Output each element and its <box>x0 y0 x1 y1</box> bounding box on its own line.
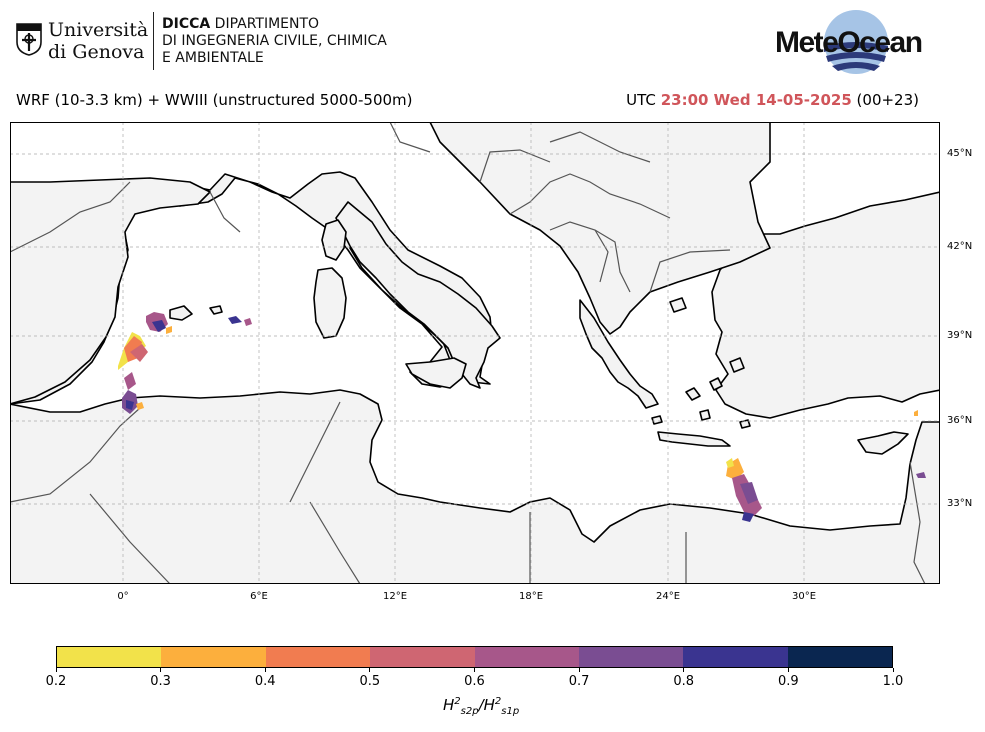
map-panel <box>10 122 940 584</box>
colorbar-segment <box>683 647 788 667</box>
crete <box>657 431 731 447</box>
lon-label: 18°E <box>518 591 544 602</box>
lon-label: 24°E <box>655 591 681 602</box>
time-highlight: 23:00 Wed 14-05-2025 <box>660 91 852 109</box>
colorbar-segment <box>578 647 684 667</box>
iberia <box>10 177 211 405</box>
sicily <box>405 357 467 389</box>
lon-label: 12°E <box>382 591 408 602</box>
time-suffix: (00+23) <box>856 91 919 109</box>
wave-ratio-field <box>118 312 926 522</box>
colorbar-segment <box>370 647 475 667</box>
menorca <box>209 305 223 315</box>
colorbar-segment <box>161 647 266 667</box>
greece <box>579 299 659 409</box>
colorbar-segment <box>474 647 579 667</box>
mallorca <box>169 305 193 321</box>
colorbar-tick <box>474 668 475 672</box>
colorbar-tick-label: 0.4 <box>254 674 276 689</box>
colorbar-tick-label: 0.5 <box>359 674 381 689</box>
unige-name: Università di Genova <box>48 19 149 63</box>
colorbar-tick-label: 0.7 <box>568 674 590 689</box>
italy <box>335 201 501 389</box>
colorbar-tick <box>160 668 162 672</box>
unige-logo: Università di Genova DICCA DIPARTIMENTO … <box>14 12 394 74</box>
colorbar-tick-label: 0.3 <box>150 674 171 689</box>
lon-label: 6°E <box>250 591 268 602</box>
meteocean-globe-icon <box>824 10 888 74</box>
colorbar-tick <box>55 668 57 672</box>
cyprus <box>857 431 909 455</box>
colorbar-tick <box>787 668 789 672</box>
colorbar-segment <box>57 647 162 667</box>
lat-label: 45°N <box>947 148 973 159</box>
lat-label: 39°N <box>947 330 973 341</box>
model-title: WRF (10-3.3 km) + WWIII (unstructured 50… <box>16 91 413 109</box>
north-africa <box>10 389 940 584</box>
colorbar-tick <box>892 668 894 672</box>
colorbar-tick <box>683 668 685 672</box>
colorbar-title: H2s2p/H2s1p <box>443 696 520 717</box>
balkans <box>429 122 771 335</box>
colorbar-tick-label: 0.9 <box>778 674 799 689</box>
meteocean-wordmark: MeteOcean <box>775 26 923 59</box>
graticule <box>10 122 940 584</box>
colorbar-tick <box>264 668 266 672</box>
colorbar-tick <box>369 668 371 672</box>
colorbar-tick <box>578 668 580 672</box>
meteocean-logo: MeteOcean <box>772 8 942 78</box>
colorbar <box>56 646 893 668</box>
lon-label: 30°E <box>791 591 817 602</box>
colorbar-tick-label: 1.0 <box>882 674 904 689</box>
lat-label: 36°N <box>947 415 973 426</box>
colorbar-segment <box>787 647 892 667</box>
time-prefix: UTC <box>626 91 656 109</box>
dicca-department: DICCA DIPARTIMENTO DI INGEGNERIA CIVILE,… <box>162 16 387 66</box>
corsica <box>321 219 347 261</box>
lat-label: 33°N <box>947 498 973 509</box>
europe-landmass <box>10 122 940 419</box>
land <box>10 122 940 584</box>
unige-crest-icon <box>16 23 42 56</box>
country-borders <box>10 122 926 584</box>
logo-separator <box>153 12 154 70</box>
lat-label: 42°N <box>947 241 973 252</box>
colorbar-segment <box>265 647 371 667</box>
map-svg <box>10 122 940 584</box>
colorbar-tick-label: 0.2 <box>45 674 67 689</box>
forecast-time: UTC 23:00 Wed 14-05-2025 (00+23) <box>626 91 919 109</box>
colorbar-tick-label: 0.6 <box>464 674 485 689</box>
lon-label: 0° <box>117 591 129 602</box>
colorbar-tick-label: 0.8 <box>673 674 695 689</box>
